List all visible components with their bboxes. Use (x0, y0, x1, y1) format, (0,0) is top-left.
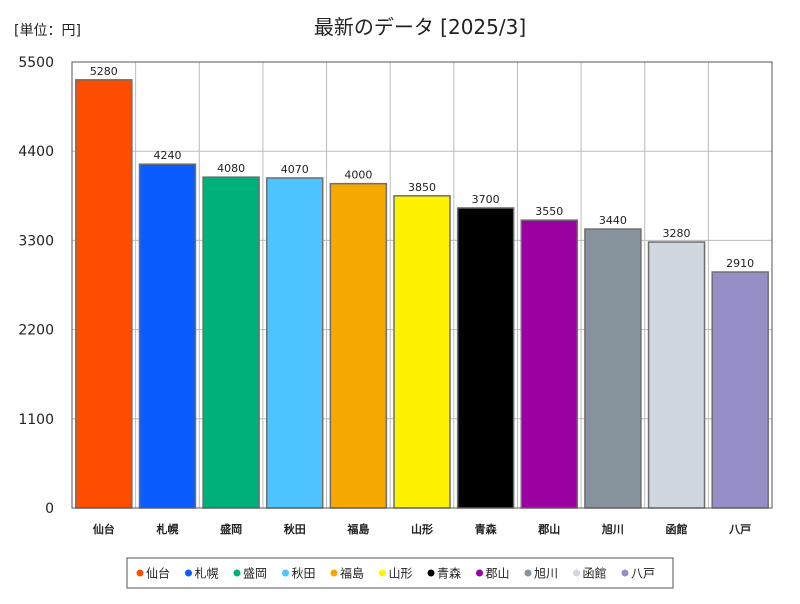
legend-item: 山形 (389, 567, 413, 581)
legend-item: 仙台 (146, 566, 170, 581)
legend-item: 八戸 (631, 567, 655, 581)
x-tick-label: 札幌 (155, 522, 178, 536)
y-axis-ticks: 0 1100 2200 3300 4400 5500 (18, 55, 54, 517)
legend-box (126, 557, 674, 589)
y-tick-label: 5500 (18, 55, 54, 71)
data-label: 3280 (663, 227, 691, 240)
legend-item: 函館 (583, 566, 607, 581)
bar (265, 177, 324, 509)
y-tick-label: 3300 (18, 233, 54, 249)
data-label: 4000 (344, 169, 372, 182)
legend-item: 秋田 (292, 567, 316, 581)
chart-title: 最新のデータ [2025/3] (314, 15, 526, 39)
y-tick-label: 4400 (18, 144, 54, 160)
legend-marker (379, 569, 386, 577)
bar (647, 241, 706, 509)
bar (329, 182, 388, 509)
x-tick-label: 青森 (475, 522, 498, 536)
x-tick-label: 八戸 (728, 523, 751, 536)
legend-item: 福島 (340, 566, 364, 581)
bar (711, 271, 769, 509)
unit-label: [単位：円] (14, 23, 81, 39)
x-tick-label: 山形 (411, 522, 433, 536)
data-label: 5280 (90, 65, 118, 78)
data-label: 2910 (726, 257, 754, 270)
bar (202, 176, 260, 509)
legend-marker (621, 569, 629, 577)
legend: 仙台 札幌 盛岡 秋田 福島 山形 青森 郡山 旭川 函館 八戸 (126, 557, 674, 589)
legend-item: 旭川 (534, 567, 558, 581)
legend-item: 札幌 (195, 566, 219, 581)
x-tick-label: 福島 (346, 522, 369, 536)
data-labels: 5280 4240 4080 4070 4000 3850 3700 3550 3440 3280… (90, 65, 754, 270)
data-label: 4070 (281, 163, 309, 176)
legend-item: 盛岡 (243, 566, 267, 581)
bar (456, 207, 515, 509)
x-tick-label: 郡山 (537, 522, 560, 536)
legend-marker (330, 569, 338, 577)
legend-item: 郡山 (486, 567, 510, 581)
y-tick-label: 0 (45, 501, 54, 517)
x-tick-label: 仙台 (93, 522, 115, 536)
bar (584, 228, 642, 509)
legend-item: 青森 (437, 566, 461, 581)
data-label: 4080 (217, 162, 245, 175)
data-label: 3850 (408, 181, 436, 194)
legend-marker (524, 569, 532, 577)
x-tick-label: 秋田 (284, 522, 306, 536)
bar (75, 79, 133, 509)
legend-marker (476, 569, 483, 577)
bar (393, 195, 451, 509)
legend-marker (282, 569, 289, 577)
x-tick-label: 盛岡 (220, 522, 242, 536)
x-axis-ticks: 仙台 札幌 盛岡 秋田 福島 山形 青森 郡山 旭川 函館 八戸 (93, 522, 751, 536)
bar (520, 219, 579, 509)
legend-marker (233, 569, 241, 577)
legend-marker (573, 569, 580, 577)
bar (138, 163, 197, 509)
x-tick-label: 函館 (666, 522, 688, 536)
y-tick-label: 1100 (18, 412, 54, 428)
legend-marker (136, 569, 144, 577)
x-tick-label: 旭川 (601, 522, 624, 536)
bars (75, 79, 769, 509)
legend-marker (427, 569, 435, 577)
legend-marker (185, 569, 192, 577)
data-label: 4240 (153, 149, 181, 162)
data-label: 3700 (472, 193, 500, 206)
plot-frame (71, 61, 773, 509)
data-label: 3550 (535, 205, 563, 218)
y-tick-label: 2200 (18, 323, 54, 339)
data-label: 3440 (599, 214, 627, 227)
